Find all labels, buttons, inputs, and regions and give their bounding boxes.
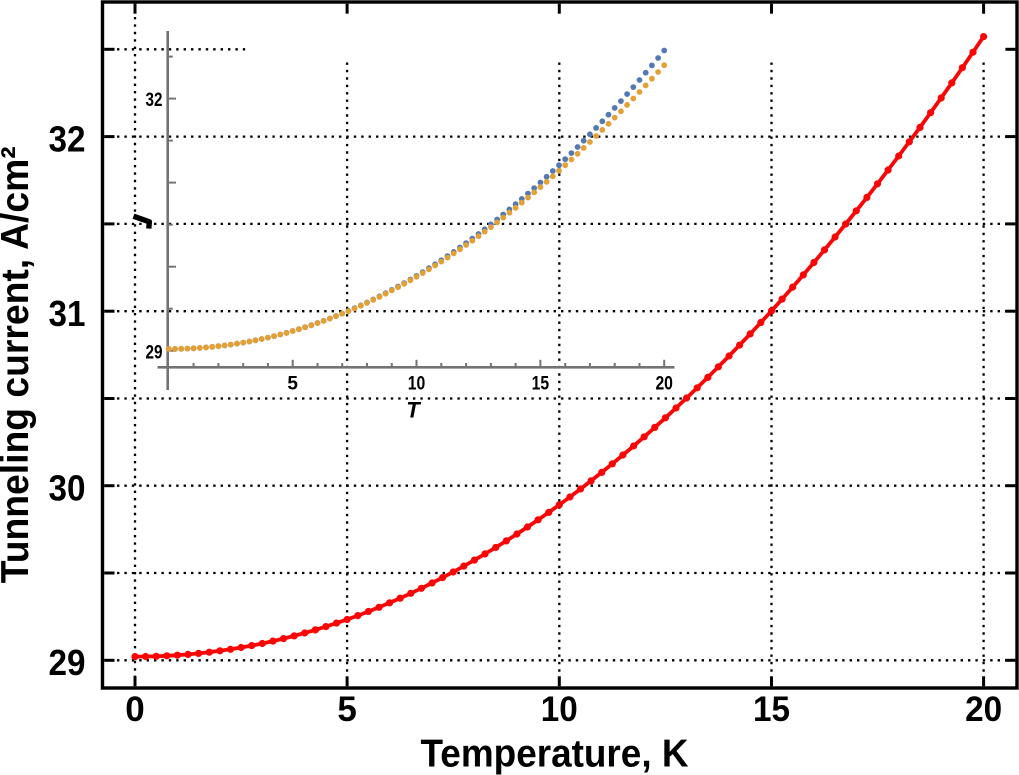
svg-text:15: 15: [753, 690, 790, 729]
svg-text:10: 10: [408, 374, 426, 395]
svg-text:0: 0: [125, 690, 144, 729]
svg-text:T: T: [406, 398, 421, 423]
svg-text:20: 20: [655, 374, 673, 395]
svg-text:31: 31: [49, 293, 86, 334]
svg-text:29: 29: [49, 642, 86, 683]
svg-text:29: 29: [146, 342, 163, 363]
svg-text:5: 5: [287, 374, 298, 395]
svg-text:20: 20: [965, 690, 1002, 729]
svg-text:10: 10: [541, 690, 578, 729]
svg-text:32: 32: [146, 90, 163, 111]
svg-text:30: 30: [49, 468, 86, 509]
svg-text:15: 15: [532, 374, 550, 395]
svg-text:32: 32: [49, 118, 86, 159]
svg-text:Temperature, K: Temperature, K: [421, 733, 689, 775]
svg-text:5: 5: [337, 690, 356, 729]
svg-text:Tunneling current, A/cm²: Tunneling current, A/cm²: [0, 146, 37, 583]
